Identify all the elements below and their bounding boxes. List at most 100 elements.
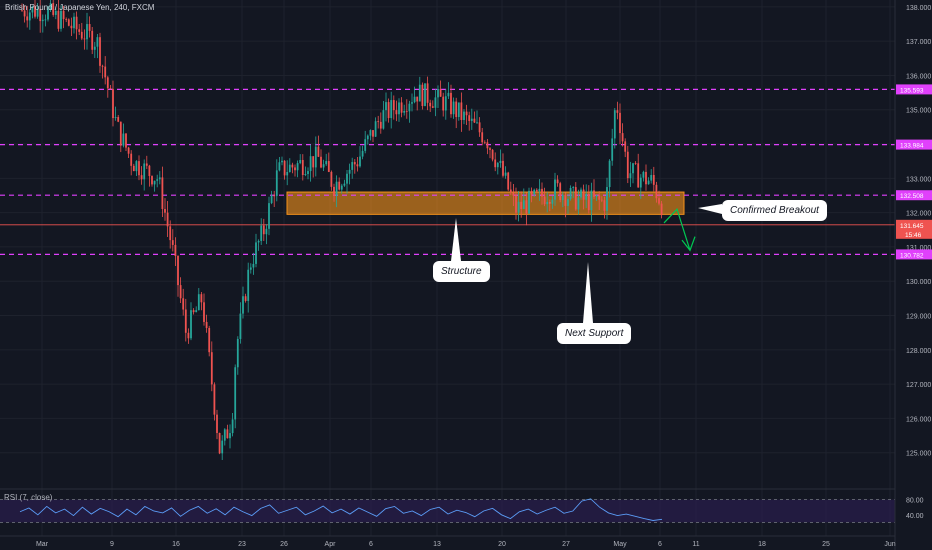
candle-body bbox=[580, 189, 582, 198]
price-tick-label: 127.000 bbox=[906, 382, 931, 389]
rsi-pane bbox=[0, 488, 895, 523]
candle-body bbox=[478, 122, 481, 133]
price-tick-label: 137.000 bbox=[906, 39, 931, 46]
candle-body bbox=[47, 9, 49, 20]
candle-body bbox=[647, 180, 650, 185]
arrow-path bbox=[663, 208, 691, 251]
candle-body bbox=[364, 139, 367, 151]
candle-body bbox=[486, 142, 489, 149]
candle-body bbox=[611, 138, 614, 161]
callout-pointer bbox=[451, 218, 461, 261]
candle-body bbox=[658, 198, 660, 204]
candle-body bbox=[249, 267, 252, 270]
time-tick-label: Mar bbox=[36, 541, 49, 548]
candle-body bbox=[424, 83, 426, 107]
candle-body bbox=[257, 240, 260, 243]
candle-body bbox=[221, 440, 224, 454]
candle-body bbox=[158, 177, 161, 180]
candle-body bbox=[208, 328, 211, 353]
candle-body bbox=[255, 242, 257, 264]
candle-body bbox=[229, 433, 231, 439]
candle-body bbox=[439, 89, 442, 97]
candle-body bbox=[169, 226, 172, 241]
candle-body bbox=[403, 110, 406, 113]
candle-body bbox=[153, 180, 156, 185]
candle-body bbox=[41, 19, 44, 22]
candle-body bbox=[114, 117, 117, 119]
candle-body bbox=[327, 161, 330, 172]
candle-body bbox=[652, 175, 655, 185]
candle-body bbox=[619, 112, 621, 134]
time-tick-label: 13 bbox=[433, 541, 441, 548]
candle-body bbox=[127, 147, 130, 154]
structure-zone-rect bbox=[286, 191, 685, 215]
candle-body bbox=[509, 189, 512, 193]
candle-body bbox=[533, 189, 536, 195]
candle-body bbox=[517, 201, 520, 213]
candle-body bbox=[496, 162, 499, 168]
time-tick-label: 6 bbox=[369, 541, 373, 548]
callout-confirmed-breakout: Confirmed Breakout bbox=[722, 200, 827, 221]
candle-body bbox=[359, 156, 361, 167]
candle-body bbox=[637, 163, 640, 188]
candle-body bbox=[106, 77, 109, 89]
time-tick-label: 20 bbox=[498, 541, 506, 548]
candle-body bbox=[135, 161, 138, 172]
rsi-tick-label: 80.00 bbox=[906, 498, 924, 505]
time-tick-label: 6 bbox=[658, 541, 662, 548]
candle-body bbox=[117, 117, 120, 122]
price-axis[interactable]: 138.000137.000136.000135.000134.000133.0… bbox=[894, 0, 932, 550]
candle-body bbox=[525, 200, 528, 214]
candle-body bbox=[203, 302, 205, 322]
price-tick-label: 133.000 bbox=[906, 176, 931, 183]
candle-body bbox=[515, 195, 517, 213]
current-price-badge bbox=[896, 219, 932, 239]
candle-body bbox=[582, 189, 585, 200]
projection-arrow bbox=[451, 204, 722, 323]
candle-body bbox=[242, 296, 244, 314]
candle-body bbox=[125, 133, 127, 148]
candle-body bbox=[200, 294, 203, 303]
candle-body bbox=[421, 84, 424, 107]
symbol-title: British Pound / Japanese Yen, 240, FXCM bbox=[5, 3, 155, 12]
candle-body bbox=[530, 190, 533, 195]
candle-body bbox=[252, 263, 255, 268]
candle-body bbox=[314, 146, 317, 168]
candle-body bbox=[444, 96, 447, 111]
candle-body bbox=[148, 165, 151, 177]
candle-body bbox=[408, 103, 411, 112]
candle-body bbox=[218, 432, 221, 454]
candle-body bbox=[429, 102, 432, 107]
candle-body bbox=[192, 310, 195, 313]
candle-body bbox=[122, 133, 125, 146]
candle-body bbox=[437, 89, 439, 98]
candle-body bbox=[522, 200, 525, 210]
candle-body bbox=[244, 296, 247, 301]
candle-body bbox=[70, 25, 73, 29]
candle-body bbox=[390, 100, 393, 119]
horizontal-levels bbox=[0, 88, 895, 256]
candle-body bbox=[650, 175, 653, 181]
candle-body bbox=[356, 164, 359, 167]
candle-body bbox=[75, 16, 78, 30]
time-axis[interactable]: Mar 9 16 23 26 Apr 6 13 20 27 May 6 11 18 25 Jun bbox=[0, 535, 896, 548]
candle-body bbox=[320, 156, 322, 168]
candle-body bbox=[151, 176, 153, 185]
price-tick-label: 129.000 bbox=[906, 314, 931, 321]
candle-body bbox=[36, 8, 39, 17]
candle-body bbox=[343, 183, 346, 186]
candle-body bbox=[239, 313, 242, 339]
callout-structure: Structure bbox=[433, 261, 490, 282]
candle-body bbox=[101, 65, 104, 67]
candle-body bbox=[340, 185, 343, 190]
candle-body bbox=[629, 173, 632, 179]
candle-body bbox=[353, 162, 356, 165]
candle-body bbox=[595, 195, 598, 197]
candle-body bbox=[288, 164, 291, 173]
candle-body bbox=[348, 169, 351, 174]
candle-body bbox=[286, 172, 289, 176]
candle-body bbox=[273, 195, 276, 197]
candle-body bbox=[234, 367, 237, 420]
time-tick-label: 11 bbox=[692, 541, 699, 548]
